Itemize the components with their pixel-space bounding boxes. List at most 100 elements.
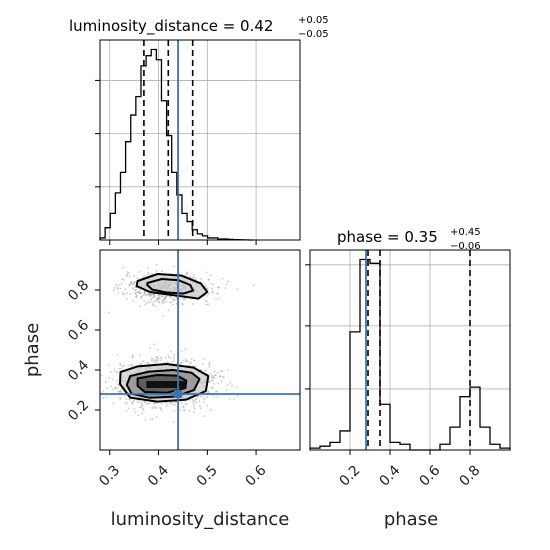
scatter-point xyxy=(211,375,213,377)
scatter-point xyxy=(154,402,156,405)
scatter-point xyxy=(165,405,168,407)
scatter-point xyxy=(170,350,172,353)
scatter-point xyxy=(172,403,175,405)
scatter-point xyxy=(114,386,117,389)
scatter-point xyxy=(147,271,150,274)
scatter-point xyxy=(159,406,162,409)
scatter-point xyxy=(154,407,157,409)
scatter-point xyxy=(149,418,152,420)
scatter-point xyxy=(216,395,219,398)
scatter-point xyxy=(217,292,219,295)
scatter-point xyxy=(140,403,143,406)
scatter-point xyxy=(200,407,202,410)
scatter-point xyxy=(216,371,219,374)
scatter-point xyxy=(209,361,211,364)
scatter-point xyxy=(117,390,120,393)
scatter-point xyxy=(153,300,155,303)
scatter-point xyxy=(173,265,176,268)
scatter-point xyxy=(191,276,194,279)
scatter-point xyxy=(195,398,198,400)
scatter-point xyxy=(168,296,171,298)
scatter-point xyxy=(182,359,185,362)
scatter-point xyxy=(146,267,149,270)
scatter-point xyxy=(213,370,216,373)
scatter-point xyxy=(217,286,220,289)
scatter-point xyxy=(118,284,120,287)
scatter-point xyxy=(173,356,176,359)
scatter-point xyxy=(186,272,189,275)
scatter-point xyxy=(108,364,110,366)
scatter-point xyxy=(117,383,119,385)
scatter-point xyxy=(174,404,177,406)
scatter-point xyxy=(180,401,183,404)
scatter-point xyxy=(138,291,140,294)
scatter-point xyxy=(126,271,129,274)
scatter-point xyxy=(136,291,139,293)
scatter-point xyxy=(156,298,158,301)
scatter-point xyxy=(143,300,146,302)
scatter-point xyxy=(135,295,138,298)
scatter-point xyxy=(150,293,153,295)
scatter-point xyxy=(142,409,145,411)
scatter-point xyxy=(180,362,182,364)
scatter-point xyxy=(129,281,132,284)
scatter-point xyxy=(142,407,144,410)
scatter-point xyxy=(108,377,110,379)
scatter-point xyxy=(157,297,160,300)
scatter-point xyxy=(105,396,108,398)
scatter-point xyxy=(164,357,167,359)
scatter-point xyxy=(158,297,161,299)
scatter-point xyxy=(140,295,143,298)
scatter-point xyxy=(154,406,157,409)
scatter-point xyxy=(206,287,209,290)
scatter-point xyxy=(175,297,178,300)
scatter-point xyxy=(137,414,140,417)
scatter-point xyxy=(207,293,210,295)
scatter-point xyxy=(175,401,177,403)
contour-line xyxy=(135,273,209,300)
scatter-point xyxy=(202,362,204,365)
scatter-point xyxy=(140,297,142,299)
scatter-point xyxy=(119,391,122,393)
scatter-point xyxy=(133,281,136,284)
scatter-point xyxy=(217,382,220,385)
scatter-point xyxy=(220,380,223,383)
scatter-point xyxy=(208,380,211,383)
contour-line xyxy=(136,374,188,394)
scatter-point xyxy=(135,295,138,298)
scatter-point xyxy=(132,286,134,289)
scatter-point xyxy=(156,357,159,359)
scatter-point xyxy=(119,396,121,399)
scatter-point xyxy=(148,295,151,297)
scatter-point xyxy=(204,285,207,288)
scatter-point xyxy=(126,275,128,277)
scatter-point xyxy=(193,411,196,413)
scatter-point xyxy=(121,365,124,367)
scatter-point xyxy=(188,410,191,413)
scatter-point xyxy=(175,302,178,305)
scatter-point xyxy=(211,379,214,382)
scatter-point xyxy=(221,376,224,378)
x-axis-label-phase: phase xyxy=(384,509,438,530)
scatter-point xyxy=(181,303,184,306)
scatter-point xyxy=(142,294,145,297)
scatter-point xyxy=(205,397,207,400)
scatter-point xyxy=(120,367,122,370)
scatter-point xyxy=(213,376,216,379)
title-luminosity-distance: luminosity_distance = 0.42 +0.05 −0.05 xyxy=(69,15,329,40)
scatter-point xyxy=(150,273,153,275)
scatter-point xyxy=(209,274,212,276)
scatter-point xyxy=(140,296,143,299)
scatter-point xyxy=(121,278,124,281)
scatter-point xyxy=(153,296,156,299)
scatter-point xyxy=(123,279,126,281)
scatter-point xyxy=(160,356,163,359)
scatter-point xyxy=(163,301,166,304)
scatter-point xyxy=(203,401,205,403)
scatter-point xyxy=(210,379,213,382)
scatter-point xyxy=(158,295,161,297)
scatter-point xyxy=(144,401,147,403)
scatter-point xyxy=(128,399,131,401)
scatter-point xyxy=(132,300,134,302)
scatter-point xyxy=(207,278,210,281)
